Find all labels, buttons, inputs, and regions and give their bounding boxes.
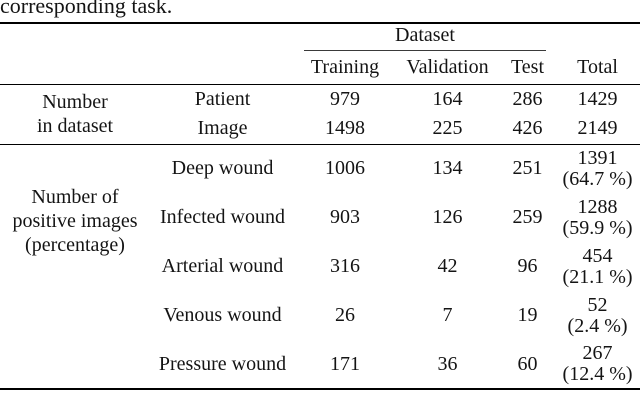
row-group-label-number-in-dataset: Number in dataset	[36, 91, 114, 137]
cell-validation: 42	[437, 255, 458, 277]
cell-test: 286	[512, 87, 543, 110]
row-name: Infected wound	[160, 206, 285, 228]
table-row-deep-wound: Number of positive images (percentage) D…	[0, 144, 640, 255]
cell-total-percent: (64.7 %)	[562, 167, 633, 190]
cell-validation: 134	[432, 157, 463, 180]
dataset-underline: Dataset	[304, 24, 547, 51]
cell-training: 1498	[325, 117, 365, 140]
cell-validation: 7	[442, 304, 453, 326]
dataset-span-row: Dataset	[0, 23, 640, 51]
cell-validation: 36	[437, 352, 458, 375]
row-name: Deep wound	[171, 157, 274, 180]
dataset-statistics-table: Dataset Training Validation Test Total N…	[0, 22, 640, 390]
cell-total: 267 (12.4 %)	[555, 340, 640, 389]
col-header-training: Training	[295, 51, 395, 85]
cell-training: 1006	[325, 157, 365, 180]
cell-test: 251	[512, 157, 543, 180]
cell-test: 96	[517, 255, 538, 277]
cell-total-percent: (21.1 %)	[562, 265, 633, 288]
cell-total: 454 (21.1 %)	[555, 242, 640, 291]
row-name: Image	[197, 117, 248, 140]
cell-training: 171	[330, 352, 360, 375]
cell-test: 259	[512, 206, 543, 228]
dataset-header-label: Dataset	[395, 24, 455, 46]
caption-text: corresponding task.	[0, 0, 173, 18]
col-header-validation: Validation	[395, 51, 500, 85]
column-header-row: Training Validation Test Total	[0, 51, 640, 85]
row-name: Pressure wound	[158, 352, 287, 375]
table-row-venous-wound: Venous wound 26 7 19 52 (2.4 %)	[0, 291, 640, 340]
cell-total: 1429	[577, 87, 618, 110]
table-row-pressure-wound: Pressure wound 171 36 60 267 (12.4 %)	[0, 340, 640, 389]
cell-total-percent: (12.4 %)	[562, 363, 633, 385]
cell-training: 903	[330, 206, 360, 228]
table-row-image: Image 1498 225 426 2149	[0, 114, 640, 144]
cell-training: 979	[330, 87, 360, 110]
dataset-span-cell: Dataset	[295, 23, 555, 51]
table-row-patient: Number in dataset Patient 979 164 286 14…	[0, 84, 640, 137]
cell-training: 316	[330, 255, 360, 277]
cell-total-percent: (59.9 %)	[562, 216, 633, 239]
cell-total: 1288 (59.9 %)	[555, 193, 640, 242]
group-number-in-dataset: Number in dataset Patient 979 164 286 14…	[0, 84, 640, 144]
header-spacer	[0, 51, 295, 85]
group-positive-images: Number of positive images (percentage) D…	[0, 144, 640, 389]
cell-validation: 164	[432, 87, 463, 110]
cell-test: 426	[512, 117, 543, 140]
row-name: Patient	[194, 87, 251, 110]
cell-validation: 225	[432, 117, 463, 140]
cell-total: 52 (2.4 %)	[555, 291, 640, 340]
col-header-test: Test	[500, 51, 556, 85]
cell-training: 26	[335, 304, 355, 326]
col-header-total: Total	[555, 51, 640, 85]
row-name: Arterial wound	[161, 255, 284, 277]
cell-total: 2149	[577, 117, 618, 140]
header-spacer	[555, 23, 640, 51]
table-row-arterial-wound: Arterial wound 316 42 96 454 (21.1 %)	[0, 242, 640, 291]
table-header: Dataset Training Validation Test Total	[0, 23, 640, 85]
cell-test: 60	[517, 352, 538, 375]
cell-total: 1391 (64.7 %)	[555, 144, 640, 193]
cell-validation: 126	[432, 206, 463, 228]
cell-test: 19	[517, 304, 538, 326]
row-group-label-positive-images: Number of positive images (percentage)	[12, 185, 138, 256]
row-name: Venous wound	[163, 304, 282, 326]
table-row-infected-wound: Infected wound 903 126 259 1288 (59.9 %)	[0, 193, 640, 242]
header-spacer	[0, 23, 295, 51]
cell-total-percent: (2.4 %)	[567, 314, 628, 337]
